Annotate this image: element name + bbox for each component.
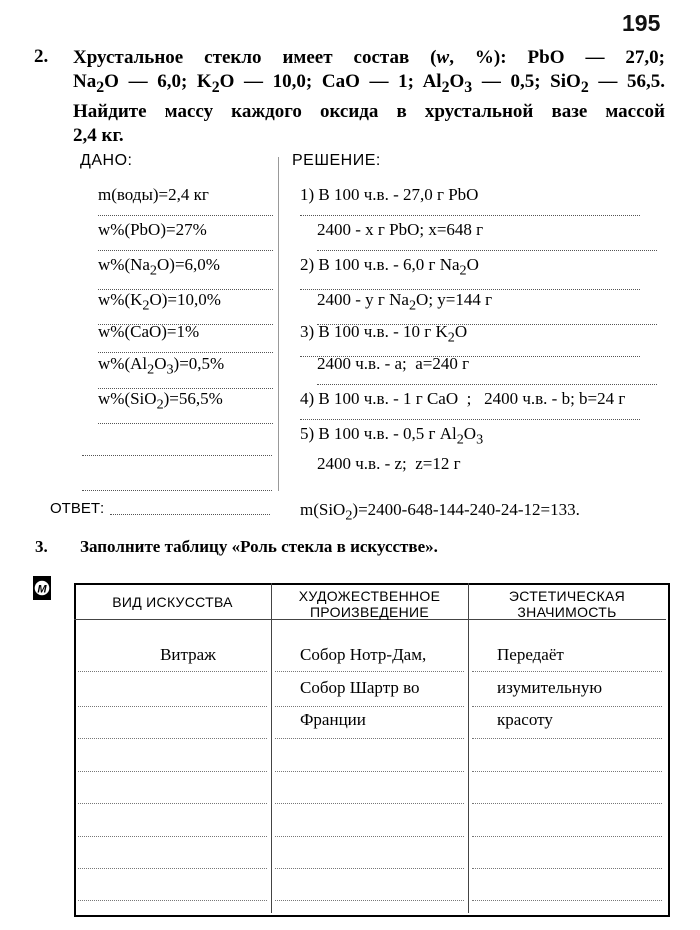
- svg-text:M: M: [37, 584, 47, 596]
